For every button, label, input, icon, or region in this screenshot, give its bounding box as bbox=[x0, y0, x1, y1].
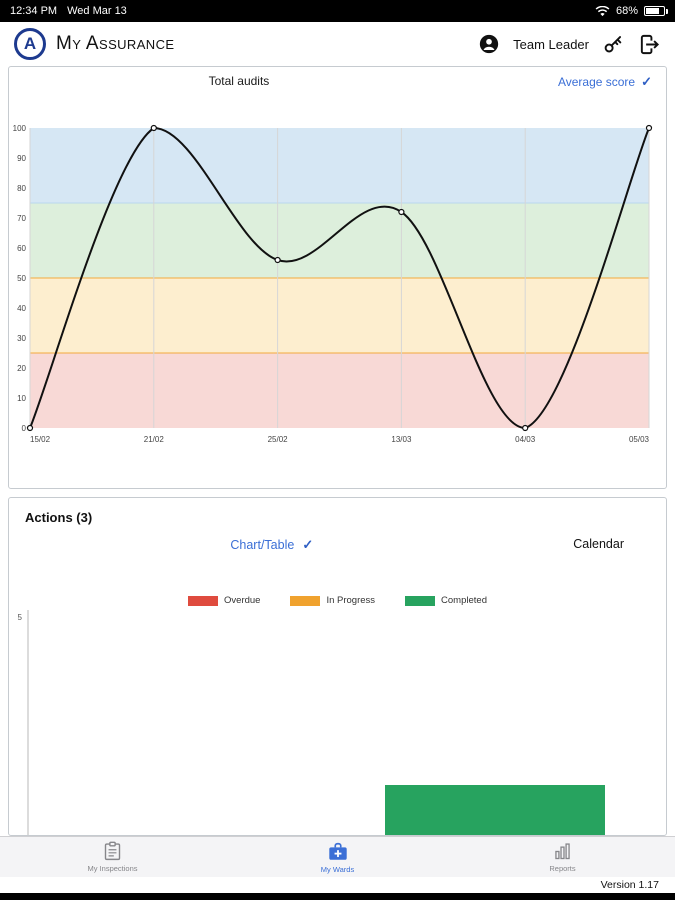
tab-average-score[interactable]: Average score ✓ bbox=[558, 74, 652, 90]
svg-text:40: 40 bbox=[17, 304, 26, 313]
logout-icon[interactable] bbox=[638, 33, 661, 56]
bottom-tab-bar: My Inspections My Wards Reports bbox=[0, 836, 675, 877]
date-label: Wed Mar 13 bbox=[67, 5, 127, 17]
svg-text:80: 80 bbox=[17, 184, 26, 193]
svg-text:5: 5 bbox=[18, 613, 23, 622]
legend-label: Overdue bbox=[224, 595, 261, 606]
audits-toggle: Total audits Average score ✓ bbox=[9, 67, 666, 95]
svg-text:10: 10 bbox=[17, 394, 26, 403]
check-icon: ✓ bbox=[641, 74, 652, 89]
svg-text:0: 0 bbox=[22, 424, 27, 433]
tab-average-score-label: Average score bbox=[557, 75, 636, 89]
wifi-icon bbox=[595, 5, 610, 17]
svg-text:20: 20 bbox=[17, 364, 26, 373]
svg-text:05/03: 05/03 bbox=[629, 435, 650, 444]
actions-card: Actions (3) Chart/Table ✓ Calendar Overdu… bbox=[8, 497, 667, 836]
tab-reports[interactable]: Reports bbox=[503, 841, 623, 873]
app-header: A My Assurance Team Leader bbox=[0, 22, 675, 66]
legend-swatch-icon bbox=[405, 595, 436, 606]
battery-percent-label: 68% bbox=[615, 5, 638, 17]
tab-label: Reports bbox=[549, 864, 576, 873]
status-left: 12:34 PM Wed Mar 13 bbox=[10, 5, 137, 17]
tab-my-inspections[interactable]: My Inspections bbox=[53, 841, 173, 873]
actions-title: Actions (3) bbox=[25, 510, 93, 525]
app-logo-icon: A bbox=[14, 28, 46, 60]
home-indicator-bar bbox=[0, 893, 675, 900]
tab-label: My Wards bbox=[320, 864, 355, 874]
clock-label: 12:34 PM bbox=[10, 5, 58, 17]
audits-card: Total audits Average score ✓ 0 10 20 30 40 50… bbox=[8, 66, 667, 489]
svg-text:90: 90 bbox=[17, 154, 26, 163]
legend-swatch-icon bbox=[188, 595, 219, 606]
tab-total-audits[interactable]: Total audits bbox=[208, 74, 270, 88]
key-icon[interactable] bbox=[603, 34, 624, 55]
legend-label: In Progress bbox=[326, 595, 376, 606]
average-score-chart: 0 10 20 30 40 50 60 70 80 90 100 15/02 21/02 25/02 13/… bbox=[13, 124, 653, 444]
user-role-label: Team Leader bbox=[513, 36, 589, 52]
actions-legend: Overdue In Progress Completed bbox=[9, 595, 666, 606]
svg-text:21/02: 21/02 bbox=[144, 435, 165, 444]
status-bar: 12:34 PM Wed Mar 13 68% bbox=[0, 0, 675, 22]
version-label: Version 1.17 bbox=[0, 877, 675, 893]
clipboard-icon bbox=[104, 841, 121, 861]
svg-text:25/02: 25/02 bbox=[268, 435, 289, 444]
legend-item: Overdue bbox=[188, 595, 260, 606]
status-right: 68% bbox=[595, 5, 668, 17]
svg-text:30: 30 bbox=[17, 334, 26, 343]
view-chart-table[interactable]: Chart/Table ✓ bbox=[9, 537, 535, 553]
legend-item: In Progress bbox=[290, 595, 375, 606]
svg-text:50: 50 bbox=[17, 274, 26, 283]
svg-text:100: 100 bbox=[13, 124, 27, 133]
view-calendar[interactable]: Calendar bbox=[573, 537, 624, 551]
first-aid-kit-icon bbox=[328, 842, 347, 860]
legend-label: Completed bbox=[441, 595, 487, 606]
view-chart-table-label: Chart/Table bbox=[230, 538, 295, 552]
svg-text:04/03: 04/03 bbox=[515, 435, 536, 444]
header-actions: Team Leader bbox=[479, 33, 661, 56]
tab-label: My Inspections bbox=[87, 864, 138, 873]
svg-text:60: 60 bbox=[17, 244, 26, 253]
battery-icon bbox=[644, 6, 668, 16]
legend-swatch-icon bbox=[290, 595, 321, 606]
user-avatar-icon[interactable] bbox=[479, 34, 499, 54]
app-title: My Assurance bbox=[56, 33, 175, 54]
svg-text:13/03: 13/03 bbox=[391, 435, 412, 444]
logo-letter: A bbox=[23, 34, 37, 53]
check-icon: ✓ bbox=[302, 537, 314, 552]
tab-my-wards[interactable]: My Wards bbox=[278, 841, 398, 874]
bar-chart-icon bbox=[555, 843, 570, 860]
legend-item: Completed bbox=[405, 595, 487, 606]
actions-bar-chart: 5 bbox=[18, 610, 605, 835]
svg-text:15/02: 15/02 bbox=[30, 435, 51, 444]
svg-text:70: 70 bbox=[17, 214, 26, 223]
